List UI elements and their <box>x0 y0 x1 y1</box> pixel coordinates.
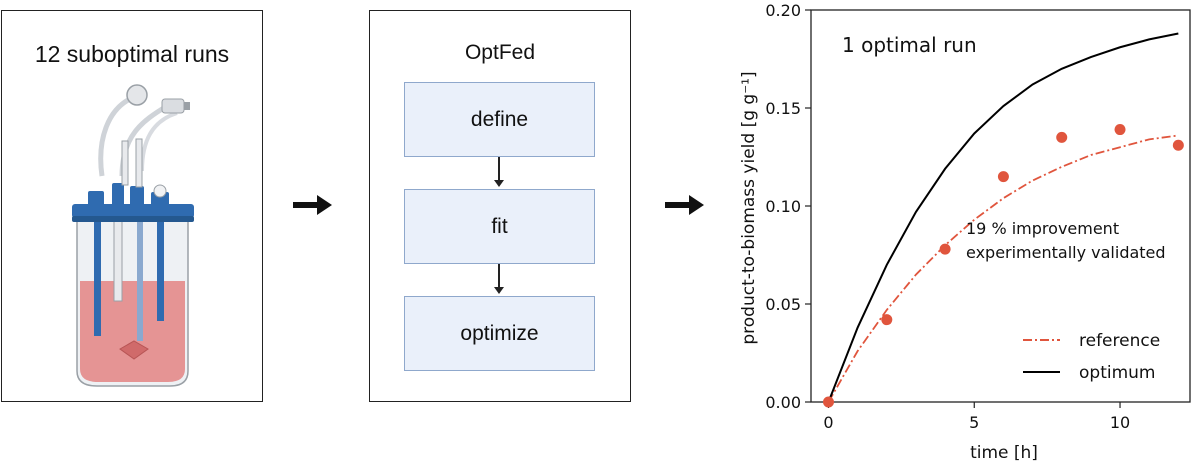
y-tick-label: 0.20 <box>765 1 801 20</box>
x-tick-label: 0 <box>823 413 833 432</box>
data-point <box>1114 124 1126 136</box>
optfed-panel: OptFed define fit optimize <box>369 10 631 402</box>
data-point <box>997 171 1009 183</box>
series-line-reference <box>827 134 1179 403</box>
yield-chart: 0 5 10 0.00 0.05 0.10 0.15 0.20 1 optimal run 1… <box>739 1 1191 463</box>
chart-marks <box>822 32 1184 408</box>
y-tick-label: 0.15 <box>765 99 801 118</box>
step-optimize: optimize <box>404 296 595 371</box>
x-axis-label: time [h] <box>970 443 1038 463</box>
data-point <box>881 314 893 326</box>
chart-legend: reference optimum <box>1023 331 1160 383</box>
down-arrow-icon <box>494 157 504 187</box>
down-arrow-icon <box>494 264 504 294</box>
chart-axes: 0 5 10 0.00 0.05 0.10 0.15 0.20 <box>765 1 1191 432</box>
legend-label-optimum: optimum <box>1079 363 1155 383</box>
right-arrow-icon <box>293 195 332 215</box>
runs-title: 12 suboptimal runs <box>34 41 230 67</box>
y-tick-label: 0.10 <box>765 197 801 216</box>
x-tick-label: 5 <box>969 413 979 432</box>
optfed-title: OptFed <box>464 41 536 64</box>
step-define: define <box>404 82 595 157</box>
chart-annotation-line-1: 19 % improvement <box>966 219 1119 238</box>
data-point <box>822 396 834 408</box>
step-fit: fit <box>404 189 595 264</box>
data-point <box>1172 139 1184 151</box>
chart-annotation-line-2: experimentally validated <box>966 243 1166 262</box>
chart-title: 1 optimal run <box>842 33 977 57</box>
legend-label-reference: reference <box>1079 331 1160 351</box>
data-point <box>939 243 951 255</box>
y-tick-label: 0.05 <box>765 295 801 314</box>
right-arrow-icon <box>665 195 704 215</box>
x-tick-label: 10 <box>1110 413 1130 432</box>
bioreactor-icon <box>72 84 194 387</box>
y-tick-label: 0.00 <box>765 393 801 412</box>
y-axis-label: product-to-biomass yield [g g⁻¹] <box>739 71 759 344</box>
data-point <box>1056 131 1068 143</box>
series-line-optimum <box>827 32 1179 403</box>
suboptimal-runs-panel: 12 suboptimal runs <box>1 10 263 402</box>
